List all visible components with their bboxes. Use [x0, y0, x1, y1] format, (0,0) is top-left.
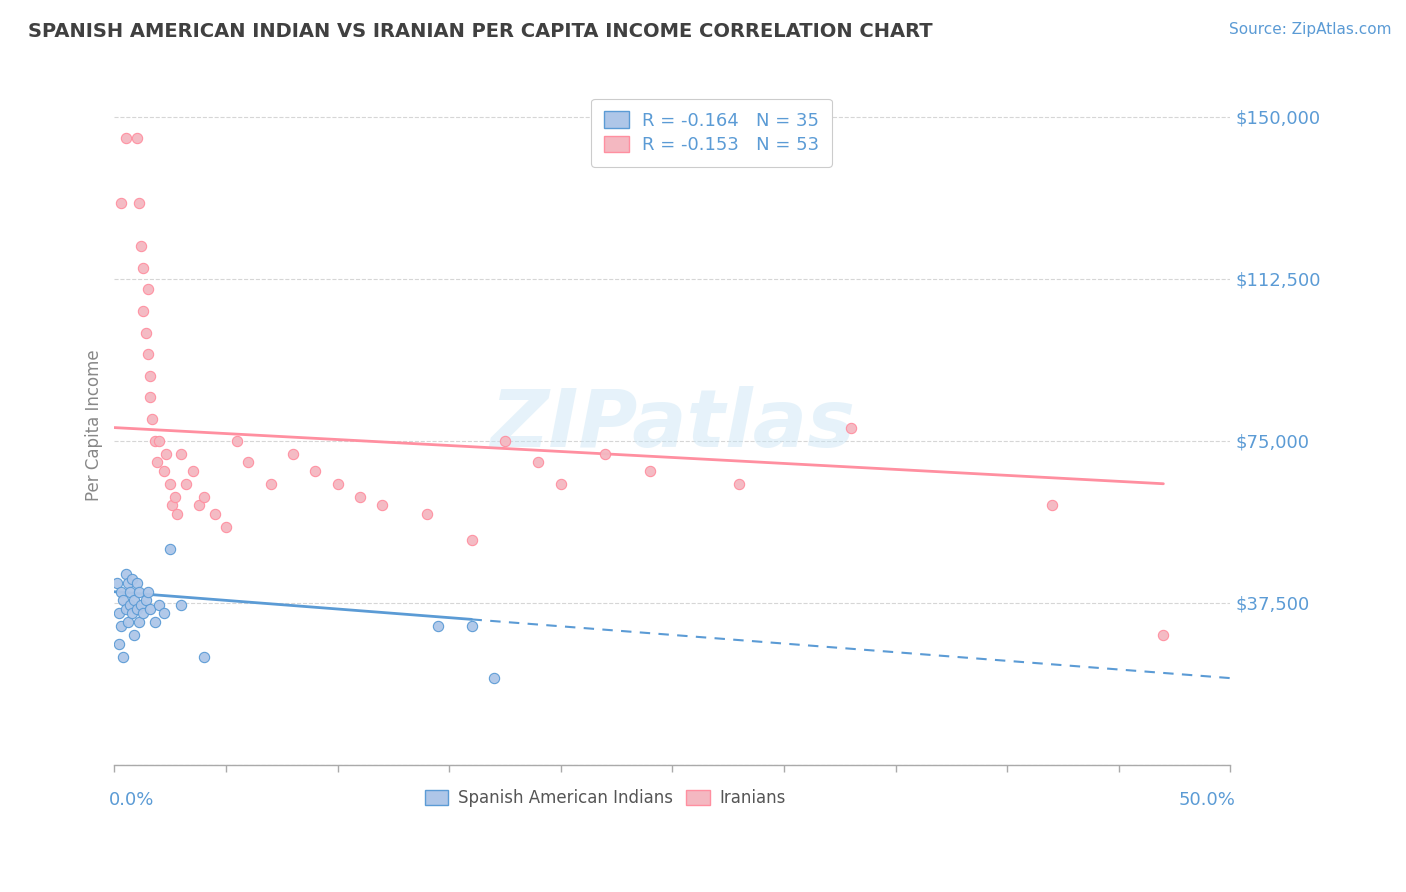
Point: [132, 260, 155, 275]
Point: [371, 499, 394, 513]
Point: [226, 434, 249, 448]
Point: [181, 464, 204, 478]
Text: ZIPatlas: ZIPatlas: [489, 386, 855, 465]
Point: [148, 598, 170, 612]
Point: [188, 499, 211, 513]
Point: [215, 520, 238, 534]
Point: [136, 584, 159, 599]
Text: 0.0%: 0.0%: [108, 791, 155, 809]
Point: [204, 507, 226, 521]
Point: [152, 464, 174, 478]
Point: [118, 598, 141, 612]
Point: [114, 602, 136, 616]
Point: [136, 347, 159, 361]
Y-axis label: Per Capita Income: Per Capita Income: [86, 350, 103, 501]
Point: [146, 455, 169, 469]
Point: [121, 2, 143, 16]
Point: [141, 412, 163, 426]
Point: [143, 615, 166, 629]
Point: [148, 434, 170, 448]
Point: [125, 602, 148, 616]
Point: [152, 607, 174, 621]
Point: [121, 572, 143, 586]
Point: [117, 615, 139, 629]
Point: [159, 476, 181, 491]
Point: [595, 446, 617, 460]
Point: [1040, 499, 1063, 513]
Point: [110, 619, 132, 633]
Point: [494, 434, 516, 448]
Point: [304, 464, 326, 478]
Point: [139, 390, 162, 404]
Text: Source: ZipAtlas.com: Source: ZipAtlas.com: [1229, 22, 1392, 37]
Point: [114, 131, 136, 145]
Point: [105, 576, 128, 591]
Point: [349, 490, 371, 504]
Point: [139, 368, 162, 383]
Point: [121, 607, 143, 621]
Point: [527, 455, 550, 469]
Point: [132, 607, 155, 621]
Point: [129, 239, 152, 253]
Point: [128, 196, 150, 211]
Point: [482, 671, 505, 685]
Point: [166, 507, 188, 521]
Point: [427, 619, 450, 633]
Point: [238, 455, 260, 469]
Point: [125, 131, 148, 145]
Point: [110, 584, 132, 599]
Point: [114, 567, 136, 582]
Point: [135, 326, 157, 340]
Point: [124, 593, 146, 607]
Point: [124, 45, 146, 59]
Point: [460, 619, 482, 633]
Point: [118, 584, 141, 599]
Point: [128, 615, 150, 629]
Point: [281, 446, 304, 460]
Point: [124, 628, 146, 642]
Point: [143, 434, 166, 448]
Point: [638, 464, 661, 478]
Point: [139, 602, 162, 616]
Point: [112, 649, 135, 664]
Point: [170, 598, 193, 612]
Point: [132, 304, 155, 318]
Point: [193, 649, 215, 664]
Point: [550, 476, 572, 491]
Point: [259, 476, 281, 491]
Point: [460, 533, 482, 547]
Point: [839, 420, 862, 434]
Point: [326, 476, 349, 491]
Text: SPANISH AMERICAN INDIAN VS IRANIAN PER CAPITA INCOME CORRELATION CHART: SPANISH AMERICAN INDIAN VS IRANIAN PER C…: [28, 22, 932, 41]
Point: [159, 541, 181, 556]
Point: [125, 66, 148, 80]
Point: [193, 490, 215, 504]
Point: [136, 282, 159, 296]
Point: [125, 576, 148, 591]
Point: [162, 499, 184, 513]
Point: [416, 507, 439, 521]
Point: [728, 476, 751, 491]
Point: [110, 196, 132, 211]
Text: 50.0%: 50.0%: [1180, 791, 1236, 809]
Point: [108, 607, 131, 621]
Legend: Spanish American Indians, Iranians: Spanish American Indians, Iranians: [418, 782, 793, 814]
Point: [174, 476, 197, 491]
Point: [155, 446, 177, 460]
Point: [128, 584, 150, 599]
Point: [129, 598, 152, 612]
Point: [117, 576, 139, 591]
Point: [163, 490, 186, 504]
Point: [135, 593, 157, 607]
Point: [112, 593, 135, 607]
Point: [170, 446, 193, 460]
Point: [1152, 628, 1174, 642]
Point: [108, 636, 131, 650]
